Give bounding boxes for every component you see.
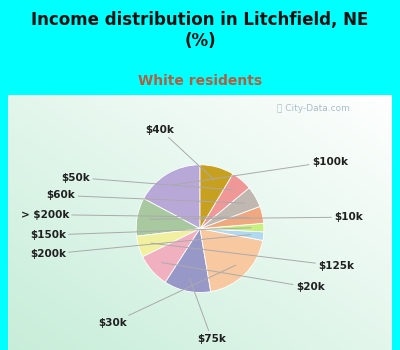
Text: $60k: $60k <box>47 190 244 203</box>
Wedge shape <box>200 188 260 229</box>
Text: ⓘ City-Data.com: ⓘ City-Data.com <box>277 104 350 113</box>
Wedge shape <box>200 206 264 229</box>
Text: $200k: $200k <box>30 234 251 259</box>
Text: $40k: $40k <box>146 125 214 180</box>
Wedge shape <box>200 229 264 240</box>
Text: Income distribution in Litchfield, NE
(%): Income distribution in Litchfield, NE (%… <box>31 11 369 50</box>
Text: > $200k: > $200k <box>21 210 250 219</box>
Wedge shape <box>165 229 211 293</box>
Text: $20k: $20k <box>162 262 324 292</box>
Wedge shape <box>136 198 200 236</box>
Text: White residents: White residents <box>138 74 262 88</box>
Wedge shape <box>200 165 233 229</box>
Wedge shape <box>136 229 200 257</box>
Text: $125k: $125k <box>151 243 354 271</box>
Wedge shape <box>143 229 200 282</box>
Wedge shape <box>200 223 264 232</box>
Text: $150k: $150k <box>30 228 251 240</box>
Text: $30k: $30k <box>98 265 236 328</box>
Text: $10k: $10k <box>150 212 363 222</box>
Text: $50k: $50k <box>61 173 233 190</box>
Wedge shape <box>200 229 263 292</box>
Wedge shape <box>200 174 249 229</box>
Text: $100k: $100k <box>174 156 348 185</box>
Text: $75k: $75k <box>190 279 226 343</box>
Wedge shape <box>144 165 200 229</box>
